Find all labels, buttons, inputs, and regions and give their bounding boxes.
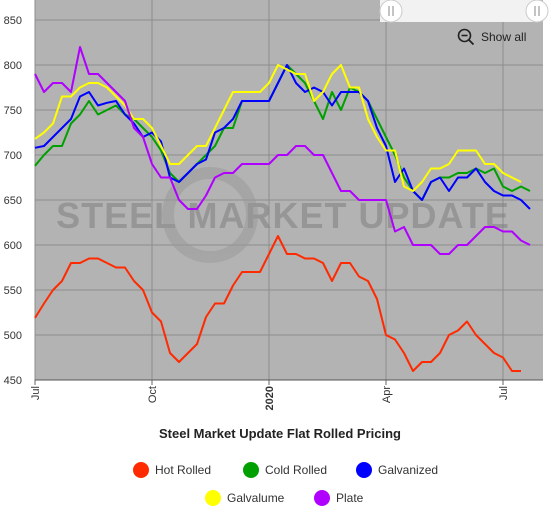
range-navigator[interactable] <box>379 0 549 23</box>
legend-item-plate[interactable]: Plate <box>314 490 363 506</box>
y-tick-label: 750 <box>4 105 22 117</box>
chart-title: Steel Market Update Flat Rolled Pricing <box>159 426 401 441</box>
y-tick-label: 850 <box>4 15 22 27</box>
series-line-galvalume[interactable] <box>34 64 522 192</box>
plate-dot-icon <box>314 490 330 506</box>
y-tick-label: 450 <box>4 375 22 387</box>
legend-item-galvalume[interactable]: Galvalume <box>205 490 284 506</box>
navigator-handle-right[interactable] <box>525 0 549 23</box>
galvanized-dot-icon <box>356 462 372 478</box>
y-tick-label: 800 <box>4 60 22 72</box>
x-tick-label: Jul <box>30 386 42 400</box>
y-tick-label: 650 <box>4 195 22 207</box>
galvalume-dot-icon <box>205 490 221 506</box>
series-line-galvanized[interactable] <box>34 64 531 210</box>
series-lines <box>34 46 531 372</box>
navigator-track <box>380 0 540 22</box>
watermark-ring-icon <box>162 167 258 263</box>
navigator-handle-left[interactable] <box>379 0 403 23</box>
x-tick-label: Oct <box>147 386 159 403</box>
y-tick-label: 600 <box>4 240 22 252</box>
plot-background <box>35 0 543 380</box>
series-line-plate[interactable] <box>34 46 531 255</box>
x-tick-label: Apr <box>381 386 393 403</box>
legend-label: Cold Rolled <box>265 463 328 477</box>
y-axis: 450 500 550 600 650 700 750 800 850 <box>4 15 22 387</box>
show-all-button[interactable]: Show all <box>457 28 526 46</box>
y-tick-label: 500 <box>4 330 22 342</box>
legend-item-cold-rolled[interactable]: Cold Rolled <box>243 462 327 478</box>
x-axis: Jul Oct 2020 Apr Jul <box>30 379 543 410</box>
show-all-label: Show all <box>481 30 527 44</box>
hot-rolled-dot-icon <box>133 462 149 478</box>
legend-label: Galvalume <box>227 491 285 505</box>
x-tick-label: Jul <box>498 386 510 400</box>
legend-label: Hot Rolled <box>155 463 212 477</box>
legend-item-hot-rolled[interactable]: Hot Rolled <box>133 462 211 478</box>
legend-item-galvanized[interactable]: Galvanized <box>356 462 438 478</box>
legend-label: Galvanized <box>378 463 439 477</box>
series-line-hot-rolled[interactable] <box>34 235 521 372</box>
cold-rolled-dot-icon <box>243 462 259 478</box>
y-tick-label: 700 <box>4 150 22 162</box>
y-tick-label: 550 <box>4 285 22 297</box>
x-tick-label: 2020 <box>264 386 276 410</box>
watermark: STEEL MARKET UPDATE <box>56 167 510 263</box>
zoom-out-icon <box>457 28 475 46</box>
watermark-text: STEEL MARKET UPDATE <box>56 195 510 236</box>
legend-label: Plate <box>336 491 364 505</box>
price-chart: STEEL MARKET UPDATE 450 500 550 600 650 700 75… <box>4 0 549 410</box>
